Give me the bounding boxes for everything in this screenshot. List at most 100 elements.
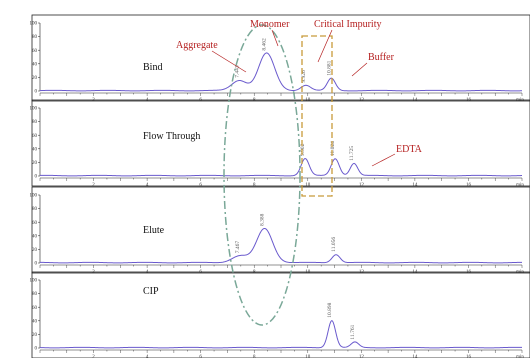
x-axis-unit: min [516,183,524,188]
x-tick-label: 4 [146,355,149,358]
x-axis-unit: min [516,270,524,275]
x-tick-label: 2 [92,270,95,275]
arrow-monomer [271,29,279,47]
panel-frame [31,186,530,274]
x-tick-label: 16 [466,98,472,103]
x-tick-label: 4 [146,270,149,275]
y-tick-label: 40 [32,319,38,324]
y-tick-label: 100 [30,22,38,27]
x-tick-label: 10 [305,183,311,188]
chromatogram-trace [39,320,523,349]
y-tick-label: 100 [30,107,38,112]
x-tick-label: 12 [359,270,365,275]
y-tick-label: 80 [32,35,38,40]
arrow-edta [371,153,396,167]
x-tick-label: 8 [253,183,256,188]
y-tick-label: 0 [35,90,38,95]
x-axis-unit: min [516,98,524,103]
peak-label: 10.881 [326,60,332,75]
y-tick-label: 80 [32,207,38,212]
x-tick-label: 2 [92,183,95,188]
arrow-buffer [351,62,368,77]
peak-label: 11.024 [330,141,336,156]
annotation-aggregate: Aggregate [176,40,218,51]
chromatogram-trace [39,157,523,177]
chromatogram-trace [39,227,523,264]
peak-label: 8.388 [260,213,266,226]
panel-flow-through: 0 20 40 60 80 100 2 4 6 8 10 12 14 16 min 9.902 11.024 11… [30,99,530,188]
y-tick-label: 20 [32,248,38,253]
x-tick-label: 10 [305,98,311,103]
x-tick-label: 8 [253,355,256,358]
peak-label: 11.056 [331,237,337,252]
x-tick-label: 10 [305,355,311,358]
y-tick-label: 40 [32,62,38,67]
panel-elute: 0 20 40 60 80 100 2 4 6 8 10 12 14 16 min 7.467 8.388 11.… [30,186,530,275]
peak-label: 8.462 [262,38,268,51]
y-tick-label: 40 [32,147,38,152]
panel-name: Elute [143,225,165,236]
peak-label: 11.725 [349,146,355,161]
arrow-aggregate [211,50,247,73]
panel-name: Bind [143,62,162,73]
x-tick-label: 14 [412,183,418,188]
y-tick-label: 100 [30,194,38,199]
peak-label: 11.761 [350,324,356,339]
x-tick-label: 6 [199,355,202,358]
y-tick-label: 20 [32,333,38,338]
peak-label: 7.443 [234,65,240,78]
annotation-critical-impurity: Critical Impurity [314,19,382,30]
y-tick-label: 60 [32,221,38,226]
peak-label: 7.467 [235,241,241,254]
monomer-highlight-ellipse [223,24,301,326]
x-tick-label: 12 [359,183,365,188]
x-tick-label: 4 [146,98,149,103]
x-tick-label: 2 [92,355,95,358]
y-tick-label: 60 [32,49,38,54]
y-tick-label: 80 [32,120,38,125]
x-tick-label: 8 [253,270,256,275]
annotation-buffer: Buffer [368,52,395,63]
y-tick-label: 20 [32,161,38,166]
x-tick-label: 16 [466,270,472,275]
x-tick-label: 16 [466,355,472,358]
y-tick-label: 40 [32,234,38,239]
y-tick-label: 80 [32,292,38,297]
y-tick-label: 100 [30,279,38,284]
x-tick-label: 6 [199,183,202,188]
panel-cip: 0 20 40 60 80 100 2 4 6 8 10 12 14 16 min 10.898 11.761 C… [30,271,530,358]
x-tick-label: 8 [253,98,256,103]
y-tick-label: 60 [32,306,38,311]
y-tick-label: 0 [35,175,38,180]
y-tick-label: 60 [32,134,38,139]
panel-frame [31,271,530,358]
panel-frame [31,99,530,187]
peak-label: 9.926 [301,70,307,83]
panel-name: Flow Through [143,131,200,142]
annotation-edta: EDTA [396,144,423,155]
x-tick-label: 2 [92,98,95,103]
x-tick-label: 12 [359,355,365,358]
y-tick-label: 0 [35,262,38,267]
x-tick-label: 4 [146,183,149,188]
chromatogram-trace [39,52,523,92]
x-tick-label: 6 [199,98,202,103]
x-tick-label: 14 [412,98,418,103]
arrow-critical-impurity [317,29,333,63]
y-tick-label: 0 [35,347,38,352]
peak-label: 10.898 [327,302,333,317]
x-tick-label: 16 [466,183,472,188]
x-tick-label: 10 [305,270,311,275]
annotation-monomer: Monomer [250,19,290,30]
critical-impurity-highlight-box [301,35,333,197]
panel-bind: 0 20 40 60 80 100 2 4 6 8 10 12 14 16 min 7.443 8.462 9.9… [30,14,530,103]
panel-name: CIP [143,286,159,297]
x-tick-label: 14 [412,270,418,275]
x-tick-label: 14 [412,355,418,358]
x-tick-label: 12 [359,98,365,103]
peak-label: 9.902 [300,143,306,156]
x-axis-unit: min [516,355,524,358]
x-tick-label: 6 [199,270,202,275]
panel-frame [31,14,530,102]
